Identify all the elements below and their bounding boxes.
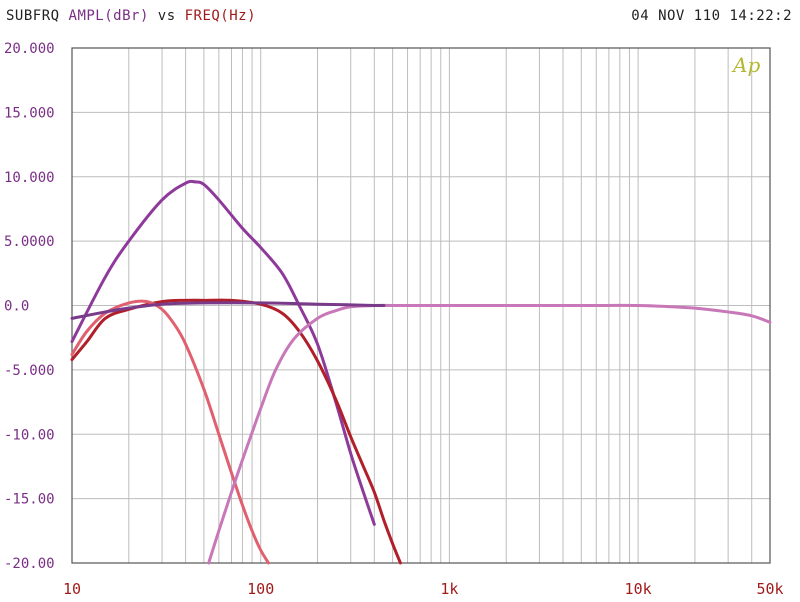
x-tick-label-1: 100	[247, 580, 274, 598]
series-lines	[70, 179, 772, 565]
series-line-4	[70, 301, 386, 320]
y-tick-label-5: -5.000	[4, 363, 55, 379]
y-tick-label-3: 5.0000	[4, 234, 55, 250]
title-prefix: SUBFRQ	[6, 8, 69, 24]
plot-border	[71, 47, 771, 564]
series-line-2	[70, 299, 271, 565]
chart-header: SUBFRQ AMPL(dBr) vs FREQ(Hz) 04 NOV 110 …	[6, 8, 792, 30]
x-axis-title: FREQ(Hz)	[184, 8, 257, 24]
plot-frame	[71, 47, 771, 564]
y-tick-label-2: 10.000	[4, 170, 55, 186]
x-tick-label-3: 10k	[625, 580, 652, 598]
y-tick-label-0: 20.000	[4, 41, 55, 57]
x-tick-labels: 10 100 1k 10k 50k	[63, 580, 784, 598]
x-tick-label-2: 1k	[440, 580, 458, 598]
y-tick-label-7: -15.00	[4, 492, 55, 508]
y-tick-label-6: -10.00	[4, 427, 55, 443]
y-tick-label-8: -20.00	[4, 556, 55, 572]
y-tick-labels: 20.000 15.000 10.000 5.0000 0.0 -5.000 -10.00 -…	[4, 41, 55, 572]
series-line-0	[70, 179, 376, 526]
y-tick-label-1: 15.000	[4, 105, 55, 121]
timestamp: 04 NOV 110 14:22:2	[631, 8, 792, 24]
x-tick-label-0: 10	[63, 580, 81, 598]
x-tick-label-4: 50k	[756, 580, 783, 598]
vs-label: vs	[148, 8, 185, 24]
y-tick-label-4: 0.0	[4, 299, 29, 315]
y-axis-title: AMPL(dBr)	[68, 8, 149, 24]
chart-title: SUBFRQ AMPL(dBr) vs FREQ(Hz)	[6, 8, 256, 24]
ap-logo: Ap	[731, 53, 760, 77]
